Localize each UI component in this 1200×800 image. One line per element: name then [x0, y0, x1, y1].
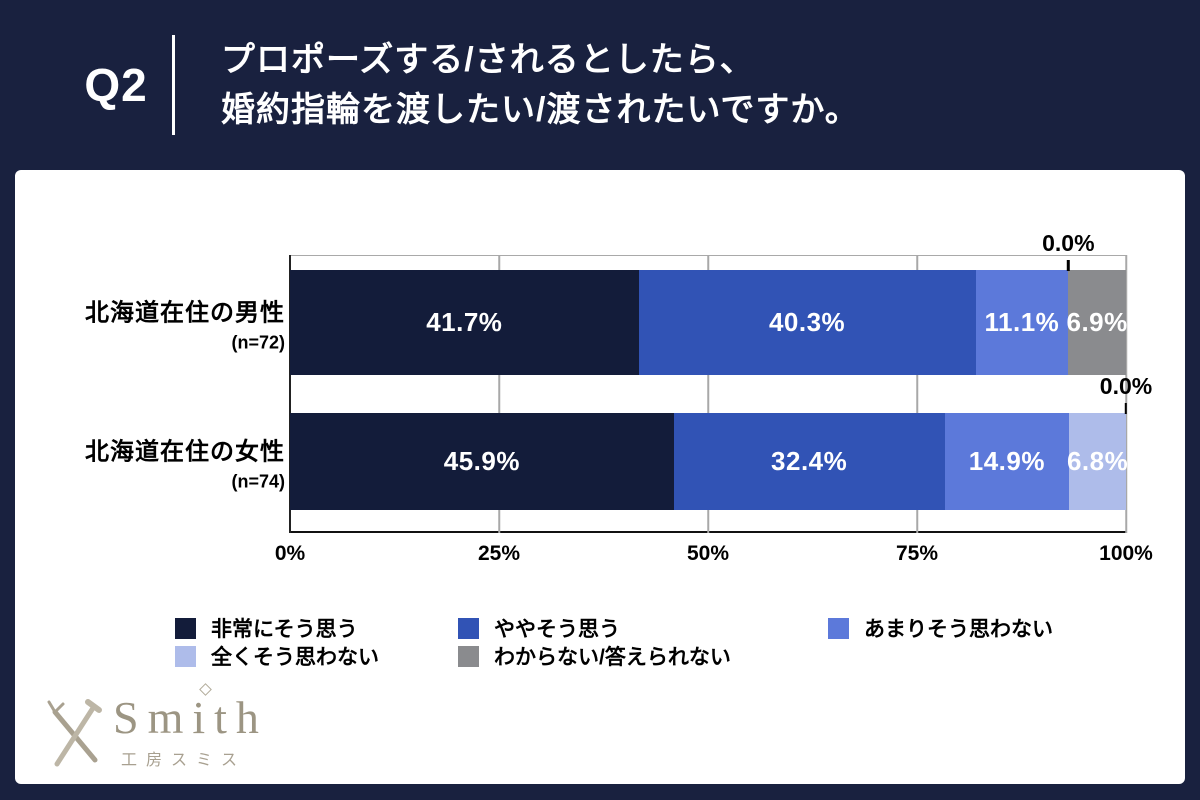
brand-text: Smith 工房スミス	[113, 683, 268, 770]
header-divider	[172, 35, 175, 135]
callout-text: 0.0%	[1042, 230, 1095, 256]
stacked-bar-chart: 北海道在住の男性 (n=72) 41.7% 40.3% 11.1% 6.9% 北海道在…	[15, 170, 1185, 784]
legend-label: 全くそう思わない	[211, 646, 379, 669]
category-name: 北海道在住の女性	[85, 438, 285, 465]
bar-value-label: 6.9%	[1066, 307, 1128, 337]
brand-name: Smith	[113, 683, 268, 745]
legend-label: 非常にそう思う	[211, 618, 358, 641]
x-axis-tick-100: 100%	[1099, 542, 1153, 565]
legend-label: わからない/答えられない	[494, 646, 731, 669]
bar-segment: 45.9%	[290, 413, 674, 510]
category-label-male: 北海道在住の男性 (n=72)	[15, 292, 285, 353]
question-title-line2: 婚約指輪を渡したい/渡されたいですか。	[221, 91, 860, 129]
legend-item-somewhat-disagree: あまりそう思わない	[828, 613, 1053, 643]
bar-segment: 32.4%	[673, 413, 945, 510]
callout-text: 0.0%	[1099, 373, 1153, 399]
legend-swatch	[175, 645, 196, 667]
x-axis-tick-25: 25%	[477, 542, 521, 565]
x-axis-tick-0: 0%	[274, 542, 306, 565]
stacked-bar-male: 41.7% 40.3% 11.1% 6.9%	[290, 270, 1128, 375]
gridline-0%	[289, 255, 291, 533]
legend-swatch	[458, 645, 479, 667]
x-axis-tick-75: 75%	[895, 542, 939, 565]
legend-item-strongly-agree: 非常にそう思う	[175, 613, 358, 643]
x-axis-tick-50: 50%	[686, 542, 730, 565]
brand-wordmark: Smith	[113, 692, 268, 743]
chart-card: 北海道在住の男性 (n=72) 41.7% 40.3% 11.1% 6.9% 北海道在…	[15, 170, 1185, 784]
legend-item-strongly-disagree: 全くそう思わない	[175, 641, 379, 671]
bar-segment: 6.9%	[1066, 270, 1128, 375]
bar-value-label: 14.9%	[968, 446, 1045, 476]
gridline-100%	[1125, 255, 1127, 533]
bar-segment: 40.3%	[638, 270, 976, 375]
category-name: 北海道在住の男性	[85, 299, 285, 326]
category-label-female: 北海道在住の女性 (n=74)	[15, 431, 285, 492]
bar-segment: 11.1%	[975, 270, 1069, 375]
legend-swatch	[828, 617, 849, 639]
question-title-line1: プロポーズする/されるとしたら、	[221, 41, 755, 79]
category-sample-size: (n=72)	[231, 332, 285, 352]
bar-row-female: 北海道在住の女性 (n=74) 45.9% 32.4% 14.9% 6.8%	[15, 413, 1185, 510]
bar-value-label: 11.1%	[984, 307, 1060, 337]
header: Q2 プロポーズする/されるとしたら、 婚約指輪を渡したい/渡されたいですか。	[0, 0, 1200, 170]
legend-swatch	[175, 617, 196, 639]
question-title: プロポーズする/されるとしたら、 婚約指輪を渡したい/渡されたいですか。	[221, 35, 860, 135]
question-number: Q2	[84, 59, 148, 111]
callout-tick-mark	[1067, 260, 1070, 271]
brand-logo: Smith 工房スミス	[43, 683, 268, 770]
brand-subtitle: 工房スミス	[121, 751, 247, 769]
legend-item-somewhat-agree: ややそう思う	[458, 613, 620, 643]
plot-area	[289, 255, 1127, 533]
bar-value-label: 32.4%	[771, 446, 848, 476]
zero-value-callout-female: 0.0%	[1100, 373, 1152, 414]
bar-value-label: 45.9%	[443, 446, 520, 476]
bar-value-label: 40.3%	[768, 307, 846, 337]
legend-swatch	[458, 617, 479, 639]
legend-label: あまりそう思わない	[864, 618, 1053, 641]
category-sample-size: (n=74)	[231, 471, 285, 491]
crossed-tools-icon	[47, 699, 102, 767]
gridline-25%	[498, 255, 500, 533]
bar-segment: 6.8%	[1066, 413, 1129, 510]
gridline-75%	[916, 255, 918, 533]
bar-row-male: 北海道在住の男性 (n=72) 41.7% 40.3% 11.1% 6.9%	[15, 270, 1185, 375]
legend-item-dont-know: わからない/答えられない	[458, 641, 731, 671]
gridline-50%	[707, 255, 709, 533]
bar-segment: 14.9%	[944, 413, 1070, 510]
bar-segment: 41.7%	[290, 270, 639, 375]
callout-tick-mark	[1124, 403, 1128, 414]
bar-value-label: 6.8%	[1066, 446, 1129, 476]
stacked-bar-female: 45.9% 32.4% 14.9% 6.8%	[290, 413, 1129, 510]
zero-value-callout-male: 0.0%	[1042, 230, 1095, 271]
bar-value-label: 41.7%	[426, 307, 503, 337]
legend-label: ややそう思う	[494, 618, 620, 641]
